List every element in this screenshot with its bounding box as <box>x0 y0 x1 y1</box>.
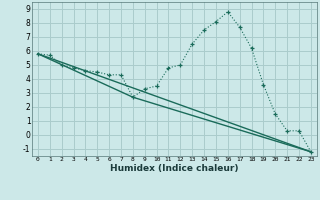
X-axis label: Humidex (Indice chaleur): Humidex (Indice chaleur) <box>110 164 239 173</box>
